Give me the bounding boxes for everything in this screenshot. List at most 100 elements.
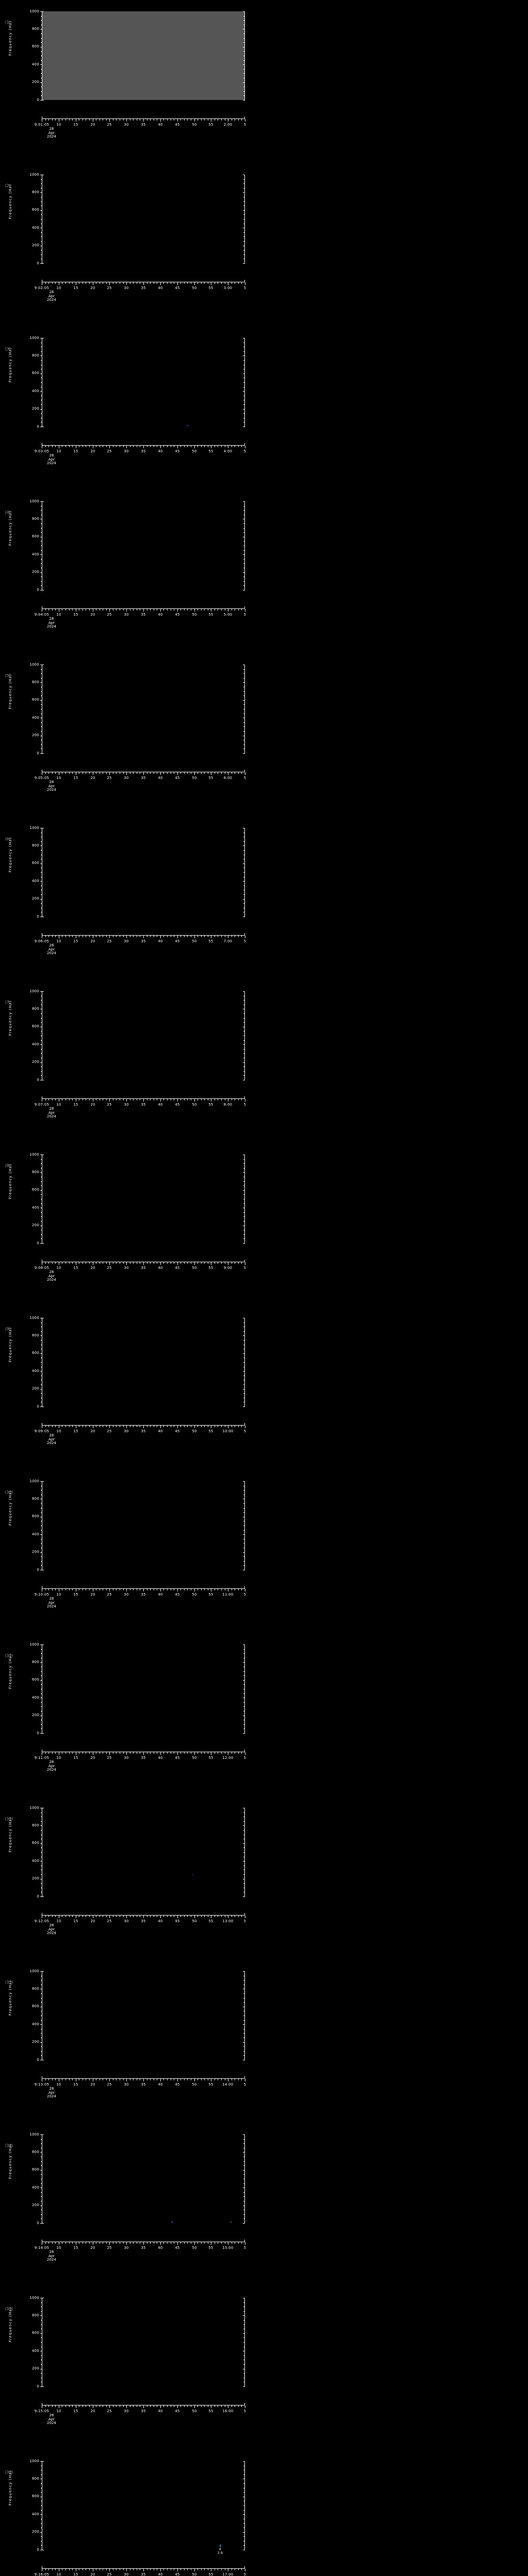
x-axis-minor-tick <box>116 772 117 774</box>
x-axis-minor-tick <box>184 1426 185 1427</box>
date-line: 2024 <box>47 1768 56 1772</box>
x-axis-minor-tick <box>82 2405 83 2407</box>
y-axis-minor-tick <box>41 2161 42 2162</box>
x-axis-tick-label: 6:00 <box>223 776 233 780</box>
x-axis-minor-tick <box>69 1752 70 1754</box>
spectrogram-plot-area[interactable] <box>42 2134 245 2223</box>
x-axis-minor-tick <box>150 1099 151 1100</box>
x-axis-minor-tick <box>55 936 56 937</box>
x-axis-minor-tick <box>48 2242 49 2244</box>
x-axis-tick-label: 40 <box>158 613 163 617</box>
y-axis-tick <box>40 1733 42 1734</box>
x-axis-tick-label: 45 <box>175 2246 180 2250</box>
x-axis-minor-tick <box>55 1916 56 1917</box>
y-axis-minor-tick <box>41 1040 42 1041</box>
y-axis-minor-tick <box>243 382 245 383</box>
y-axis-tick-label: 800 <box>32 1987 39 1991</box>
y-axis-minor-tick <box>41 2337 42 2338</box>
panel-number-label: (2) <box>5 183 11 188</box>
y-axis-tick-label: 200 <box>32 2366 39 2370</box>
x-axis-minor-tick <box>184 2405 185 2407</box>
y-axis-tick-label: 600 <box>32 2494 39 2498</box>
x-axis-tick <box>109 2079 110 2081</box>
x-axis-cap <box>244 2403 245 2405</box>
y-axis-tick-label: 0 <box>37 425 39 429</box>
y-axis-minor-tick <box>243 1053 245 1054</box>
x-axis-tick-label: 35 <box>141 2572 146 2576</box>
spectrogram-plot-area[interactable] <box>42 338 245 427</box>
x-axis-tick-label: 25 <box>107 449 112 453</box>
spectrogram-plot-area[interactable] <box>42 991 245 1080</box>
x-axis-minor-tick <box>184 1916 185 1917</box>
detection-marker[interactable] <box>192 1874 193 1875</box>
x-axis-tick <box>126 1099 127 1101</box>
x-axis-minor-tick <box>201 2079 202 2080</box>
spectrogram-plot-area[interactable] <box>42 1971 245 2060</box>
panel-number-label: (15) <box>5 2307 13 2311</box>
x-axis-minor-tick <box>214 446 215 447</box>
x-axis-tick-label: 45 <box>175 286 180 290</box>
y-axis-minor-tick <box>41 903 42 904</box>
y-axis-minor-tick <box>243 2165 245 2166</box>
x-axis-minor-tick <box>45 1426 46 1427</box>
detection-marker[interactable] <box>219 2544 221 2547</box>
x-axis-date-label: 28 Apr 2024 <box>47 1597 56 1609</box>
x-axis-tick-label: 5 <box>243 939 246 943</box>
x-axis-minor-tick <box>82 119 83 121</box>
spectrogram-plot-area[interactable]: 4 2.9 <box>42 2461 245 2554</box>
x-axis-minor-tick <box>65 1916 66 1917</box>
x-axis-tick-label: 30 <box>124 1756 129 1760</box>
x-axis-minor-tick <box>167 446 168 447</box>
y-axis-tick-label: 600 <box>32 2331 39 2335</box>
x-axis-minor-tick <box>150 1426 151 1427</box>
spectrogram-plot-area[interactable] <box>42 175 245 263</box>
spectrogram-plot-area[interactable] <box>42 11 245 100</box>
x-axis-minor-tick <box>221 1099 222 1100</box>
x-axis-minor-tick <box>241 119 242 121</box>
x-axis-tick <box>194 936 195 938</box>
x-axis-minor-tick <box>133 609 134 611</box>
x-axis-tick <box>126 2242 127 2245</box>
y-axis-tick-label: 1000 <box>29 1806 39 1810</box>
y-axis-tick <box>40 2134 42 2135</box>
x-axis-tick-label: 16:00 <box>222 2409 234 2413</box>
y-axis-tick <box>243 2134 245 2135</box>
x-axis-tick-label: 30 <box>124 1919 129 1923</box>
spectrogram-plot-area[interactable] <box>42 1318 245 1406</box>
x-axis-minor-tick <box>69 1426 70 1427</box>
y-axis-tick-label: 800 <box>32 2477 39 2481</box>
y-axis-tick-label: 200 <box>32 243 39 247</box>
x-axis-minor-tick <box>180 1916 181 1917</box>
x-axis-minor-tick <box>55 772 56 774</box>
x-axis-tick-label: 30 <box>124 123 129 127</box>
spectrogram-plot-area[interactable] <box>42 501 245 590</box>
x-axis-minor-tick <box>45 772 46 774</box>
spectrogram-plot-area[interactable] <box>42 828 245 917</box>
x-axis-minor-tick <box>184 446 185 447</box>
y-axis-tick <box>40 572 42 573</box>
y-axis-title: Frequency (Hz) <box>8 510 12 546</box>
x-axis-minor-tick <box>116 2569 117 2570</box>
y-axis-minor-tick <box>243 731 245 732</box>
spectrogram-plot-area[interactable] <box>42 1481 245 1570</box>
spectrogram-plot-area[interactable] <box>42 1155 245 1243</box>
x-axis-tick-label: 35 <box>141 123 146 127</box>
x-axis-tick-label: 40 <box>158 1919 163 1923</box>
spectrogram-plot-area[interactable] <box>42 2298 245 2386</box>
x-axis-tick-label: 5 <box>243 2572 246 2576</box>
y-axis-tick <box>40 1534 42 1535</box>
x-axis-minor-tick <box>221 1916 222 1917</box>
y-axis-tick <box>40 64 42 65</box>
detection-marker[interactable] <box>172 2221 173 2223</box>
y-axis-title: Frequency (Hz) <box>8 1490 12 1526</box>
y-axis-minor-tick <box>41 523 42 524</box>
spectrogram-plot-area[interactable] <box>42 665 245 753</box>
x-axis-minor-tick <box>214 282 215 284</box>
spectrogram-plot-area[interactable] <box>42 1808 245 1896</box>
y-axis-tick-label: 800 <box>32 1660 39 1664</box>
detection-marker[interactable] <box>230 2221 232 2223</box>
y-axis-minor-tick <box>243 2302 245 2303</box>
spectrogram-plot-area[interactable] <box>42 1645 245 1733</box>
x-axis-tick-label: 5 <box>243 123 246 127</box>
detection-marker[interactable] <box>187 425 188 427</box>
